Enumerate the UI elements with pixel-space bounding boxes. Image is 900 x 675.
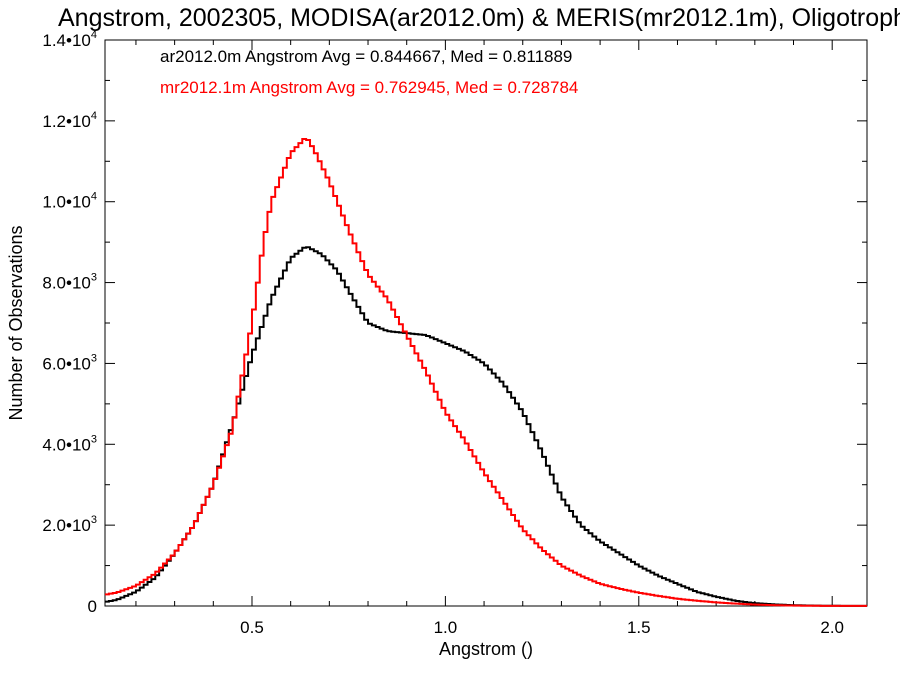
legend-entry-mr2012: mr2012.1m Angstrom Avg = 0.762945, Med =… <box>160 78 578 97</box>
y-tick-label: 1.2•104 <box>42 110 97 131</box>
y-tick-label: 2.0•103 <box>42 514 97 535</box>
y-tick-label: 4.0•103 <box>42 433 97 454</box>
chart-title: Angstrom, 2002305, MODISA(ar2012.0m) & M… <box>58 4 900 32</box>
y-tick-label: 0 <box>88 597 97 616</box>
x-tick-label: 1.0 <box>434 618 458 637</box>
y-tick-label: 1.0•104 <box>42 191 97 212</box>
x-axis-label: Angstrom () <box>439 639 533 659</box>
x-tick-label: 1.5 <box>627 618 651 637</box>
x-axis: 0.5 1.0 1.5 2.0 <box>135 40 844 637</box>
y-tick-label: 8.0•103 <box>42 272 97 293</box>
y-tick-label: 6.0•103 <box>42 352 97 373</box>
plot-area: 0.5 1.0 1.5 2.0 0 2.0•103 4.0•103 6.0•103 8.0•1… <box>42 29 868 637</box>
legend-entry-ar2012: ar2012.0m Angstrom Avg = 0.844667, Med =… <box>160 47 572 66</box>
series-layer <box>105 138 867 607</box>
y-tick-label: 1.4•104 <box>42 29 97 50</box>
x-tick-label: 0.5 <box>240 618 264 637</box>
plot-frame <box>104 39 868 607</box>
y-axis: 0 2.0•103 4.0•103 6.0•103 8.0•103 1.0•104 1.2•… <box>42 29 867 616</box>
series-line-mr2012-1m <box>105 138 867 607</box>
legend: ar2012.0m Angstrom Avg = 0.844667, Med =… <box>160 47 578 97</box>
x-tick-label: 2.0 <box>820 618 844 637</box>
y-axis-label: Number of Observations <box>6 225 26 420</box>
series-line-ar2012-0m <box>105 246 867 607</box>
